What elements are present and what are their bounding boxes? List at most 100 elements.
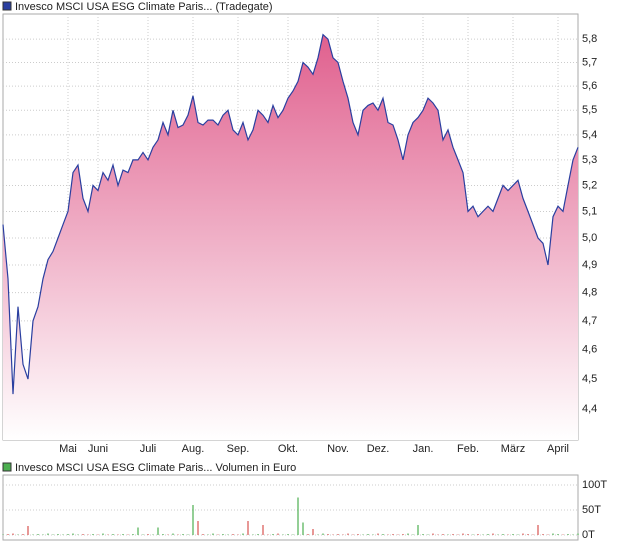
y-tick-label: 5,2 bbox=[582, 179, 597, 191]
volume-bar bbox=[7, 534, 9, 535]
volume-bar bbox=[427, 534, 429, 535]
volume-bar bbox=[462, 533, 464, 535]
volume-bar bbox=[267, 534, 269, 535]
volume-bar bbox=[262, 525, 264, 535]
legend-label: Invesco MSCI USA ESG Climate Paris... (T… bbox=[15, 1, 273, 13]
volume-bar bbox=[282, 534, 284, 535]
volume-bar bbox=[112, 534, 114, 535]
volume-bar bbox=[407, 533, 409, 535]
volume-bar bbox=[37, 534, 39, 535]
volume-bar bbox=[277, 533, 279, 535]
volume-bar bbox=[362, 534, 364, 535]
volume-bar bbox=[332, 534, 334, 535]
volume-bar bbox=[477, 534, 479, 535]
volume-bar bbox=[357, 534, 359, 535]
volume-bar bbox=[297, 497, 299, 535]
x-tick-label: Dez. bbox=[367, 443, 390, 455]
volume-bar bbox=[42, 534, 44, 535]
volume-bar bbox=[312, 529, 314, 535]
volume-bar bbox=[532, 534, 534, 535]
volume-bar bbox=[432, 533, 434, 535]
volume-bar bbox=[92, 534, 94, 535]
volume-bar bbox=[412, 534, 414, 535]
x-tick-label: April bbox=[547, 443, 569, 455]
y-tick-label: 5,0 bbox=[582, 232, 597, 244]
volume-bar bbox=[567, 534, 569, 535]
y-tick-label: 4,8 bbox=[582, 287, 597, 299]
volume-bar bbox=[327, 534, 329, 535]
y-tick-label: 5,8 bbox=[582, 33, 597, 45]
y-tick-label: 4,5 bbox=[582, 373, 597, 385]
volume-bar bbox=[547, 534, 549, 535]
y-tick-label: 50T bbox=[582, 504, 601, 516]
volume-bar bbox=[377, 533, 379, 535]
volume-bar bbox=[57, 534, 59, 535]
volume-bar bbox=[157, 527, 159, 535]
volume-bar bbox=[557, 534, 559, 535]
volume-bar bbox=[137, 527, 139, 535]
y-tick-label: 0T bbox=[582, 529, 595, 541]
volume-bar bbox=[522, 533, 524, 535]
volume-bar bbox=[47, 533, 49, 535]
volume-bar bbox=[172, 533, 174, 535]
volume-bar bbox=[447, 534, 449, 535]
legend-swatch bbox=[2, 462, 12, 472]
y-tick-label: 5,6 bbox=[582, 80, 597, 92]
volume-bar bbox=[82, 534, 84, 535]
volume-bar bbox=[102, 533, 104, 535]
volume-bar bbox=[252, 534, 254, 535]
volume-bar bbox=[307, 534, 309, 535]
volume-bar bbox=[182, 534, 184, 535]
volume-bar bbox=[392, 534, 394, 535]
y-tick-label: 5,7 bbox=[582, 56, 597, 68]
volume-bar bbox=[387, 534, 389, 535]
volume-bar bbox=[247, 521, 249, 535]
volume-bar bbox=[437, 534, 439, 535]
y-tick-label: 5,1 bbox=[582, 205, 597, 217]
x-tick-label: Feb. bbox=[457, 443, 479, 455]
volume-bar bbox=[562, 534, 564, 535]
volume-bar bbox=[52, 534, 54, 535]
volume-bar bbox=[382, 534, 384, 535]
x-tick-label: März bbox=[501, 443, 525, 455]
y-tick-label: 5,4 bbox=[582, 129, 597, 141]
volume-bar bbox=[492, 533, 494, 535]
volume-bar bbox=[497, 534, 499, 535]
volume-bar bbox=[292, 534, 294, 535]
volume-bar bbox=[87, 534, 89, 535]
volume-bar bbox=[457, 534, 459, 535]
x-tick-label: Aug. bbox=[182, 443, 205, 455]
legend-label: Invesco MSCI USA ESG Climate Paris... Vo… bbox=[15, 462, 296, 474]
volume-bar bbox=[222, 534, 224, 535]
legend-swatch bbox=[2, 1, 12, 11]
volume-bar bbox=[472, 534, 474, 535]
volume-bar bbox=[337, 534, 339, 535]
volume-bar bbox=[232, 534, 234, 535]
x-tick-label: Sep. bbox=[227, 443, 250, 455]
volume-bar bbox=[422, 534, 424, 535]
volume-bar bbox=[517, 534, 519, 535]
volume-bar bbox=[257, 534, 259, 535]
volume-bar bbox=[347, 533, 349, 535]
volume-bar bbox=[342, 534, 344, 535]
volume-bar bbox=[242, 533, 244, 535]
volume-bar bbox=[12, 533, 14, 535]
volume-bar bbox=[212, 533, 214, 535]
volume-bar bbox=[577, 533, 579, 535]
volume-bar bbox=[322, 533, 324, 535]
volume-bar bbox=[122, 534, 124, 535]
volume-bar bbox=[127, 534, 129, 535]
volume-bar bbox=[177, 534, 179, 535]
volume-bar bbox=[372, 534, 374, 535]
volume-bar bbox=[502, 534, 504, 535]
volume-bar bbox=[397, 534, 399, 535]
volume-bar bbox=[142, 534, 144, 535]
volume-bar bbox=[17, 534, 19, 535]
volume-bar bbox=[552, 533, 554, 535]
volume-bar bbox=[152, 534, 154, 535]
volume-bar bbox=[167, 534, 169, 535]
x-tick-label: Okt. bbox=[278, 443, 298, 455]
price-line bbox=[2, 33, 579, 395]
y-tick-label: 4,4 bbox=[582, 403, 597, 415]
